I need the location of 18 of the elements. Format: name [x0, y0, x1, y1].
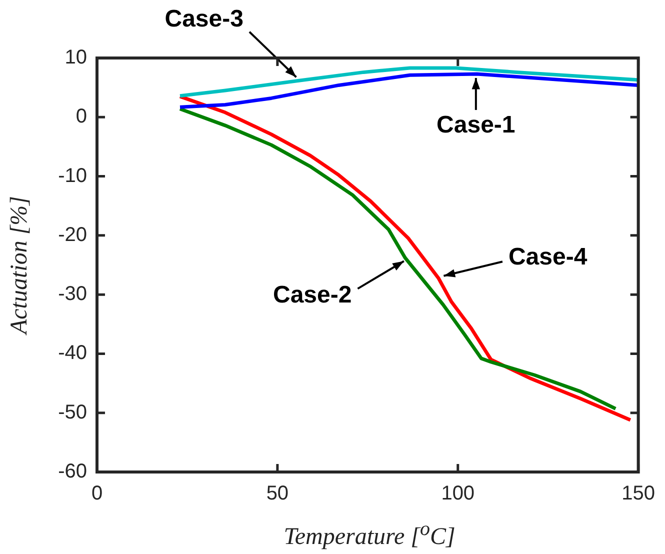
y-tick-label: -60 — [58, 460, 87, 483]
annotation: Case-2 — [272, 282, 352, 309]
y-tick-label: -20 — [58, 224, 87, 246]
y-tick-label: -40 — [58, 342, 87, 364]
y-tick-label: 0 — [76, 106, 87, 128]
x-axis-title: Temperature [$^{o}$C] — [282, 518, 456, 551]
x-tick-label: 0 — [91, 482, 103, 505]
y-tick-label: 10 — [64, 46, 87, 69]
annotation: Case-1 — [436, 112, 516, 139]
x-tick-label: 150 — [622, 482, 656, 505]
y-axis-title: Actuation [%] — [6, 196, 34, 334]
annotation: Case-4 — [508, 243, 588, 270]
y-tick-label: -10 — [58, 164, 87, 187]
annotation: Case-3 — [164, 6, 244, 33]
y-tick-label: -50 — [58, 401, 87, 424]
x-tick-label: 100 — [441, 482, 475, 505]
x-tick-label: 50 — [266, 482, 289, 505]
y-tick-label: -30 — [58, 283, 87, 306]
